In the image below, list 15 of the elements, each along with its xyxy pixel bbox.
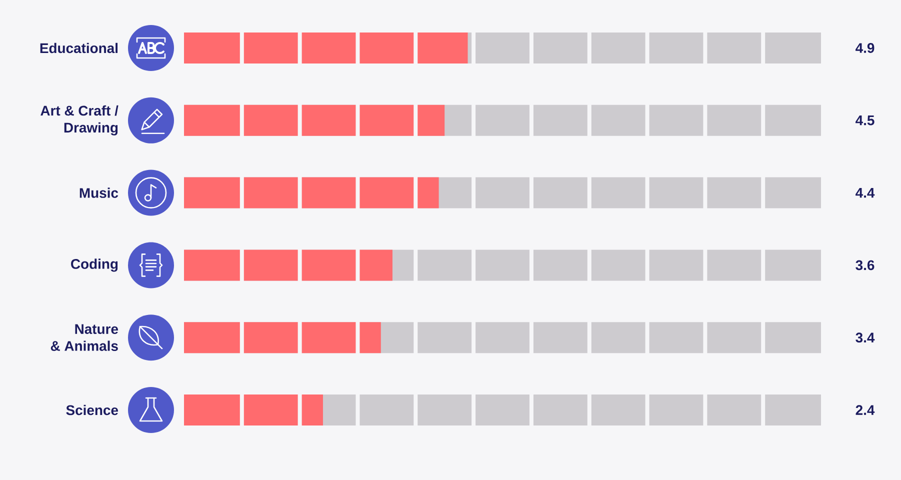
y-tick-label: Educational — [40, 42, 118, 54]
y-tick-label: Music — [80, 188, 118, 198]
bar — [184, 250, 392, 281]
data-label: 2.4 — [856, 405, 875, 415]
y-tick-label: Art & Craft / Drawing — [40, 105, 118, 136]
data-label: 4.5 — [856, 116, 874, 126]
data-label: 4.4 — [856, 188, 875, 198]
data-label: 3.4 — [856, 332, 875, 343]
y-tick-label: Coding — [71, 258, 118, 272]
y-tick-label: Nature & Animals — [50, 324, 118, 351]
data-label: 3.6 — [856, 260, 874, 270]
bar — [184, 394, 323, 426]
y-tick-label: Science — [66, 404, 118, 416]
bar — [184, 322, 381, 354]
data-label: 4.9 — [856, 43, 874, 53]
